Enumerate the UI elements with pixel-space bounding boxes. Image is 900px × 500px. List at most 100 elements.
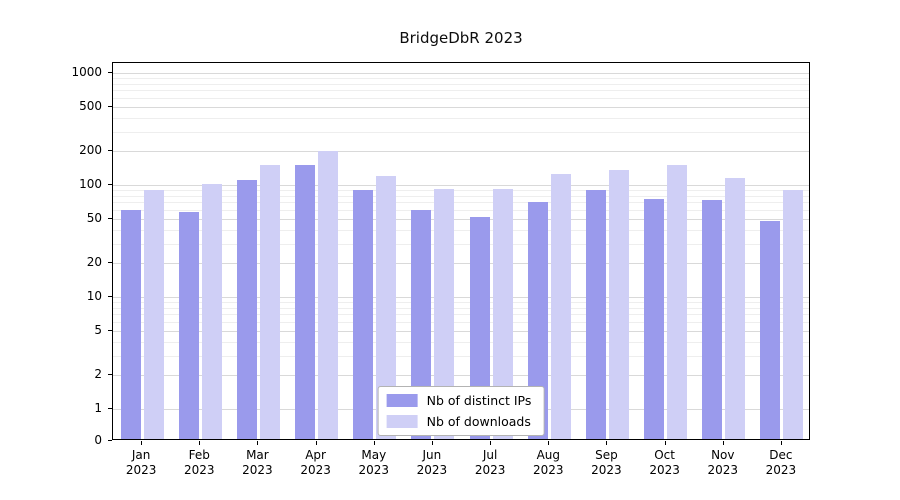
minor-gridline (113, 90, 809, 92)
bar-nb-of-distinct-ips-mar (236, 180, 257, 439)
x-tick-label: Jul 2023 (474, 448, 506, 477)
minor-gridline (113, 83, 809, 85)
minor-gridline (113, 355, 809, 357)
bar-nb-of-downloads-apr (318, 151, 339, 439)
y-tick-label: 500 (79, 98, 102, 113)
minor-gridline (113, 229, 809, 231)
x-tick-label: Feb 2023 (184, 448, 215, 477)
bar-nb-of-distinct-ips-jan (120, 209, 141, 439)
legend-swatch-distinct-ips (386, 394, 418, 407)
x-tick-mark (606, 441, 608, 445)
y-tick-mark (108, 374, 112, 376)
y-tick-label: 5 (94, 322, 102, 337)
x-tick-mark (373, 441, 375, 445)
bar-nb-of-distinct-ips-may (353, 190, 374, 439)
bar-nb-of-downloads-nov (725, 178, 746, 439)
legend-label-distinct-ips: Nb of distinct IPs (426, 393, 532, 408)
major-gridline (113, 185, 809, 186)
minor-gridline (113, 97, 809, 99)
bar-nb-of-downloads-jan (143, 190, 164, 439)
y-tick-label: 1000 (71, 65, 102, 79)
bars-layer (113, 63, 809, 439)
major-gridline (113, 375, 809, 377)
legend: Nb of distinct IPs Nb of downloads (377, 386, 545, 436)
minor-gridline (113, 131, 809, 133)
x-tick-mark (548, 441, 550, 445)
minor-gridline (113, 195, 809, 197)
x-tick-mark (722, 441, 724, 445)
minor-gridline (113, 307, 809, 309)
bar-nb-of-downloads-dec (783, 190, 804, 439)
bar-nb-of-downloads-may (376, 176, 397, 439)
y-tick-label: 50 (86, 210, 102, 225)
bar-nb-of-distinct-ips-jun (411, 209, 432, 439)
y-tick-label: 200 (79, 143, 102, 158)
legend-label-downloads: Nb of downloads (426, 414, 531, 429)
bar-nb-of-distinct-ips-apr (295, 165, 316, 439)
y-tick-label: 100 (79, 177, 102, 191)
x-tick-label: Mar 2023 (242, 448, 273, 477)
bar-nb-of-downloads-feb (201, 184, 222, 439)
minor-gridline (113, 78, 809, 80)
y-tick-label: 0 (94, 433, 102, 447)
x-tick-mark (431, 441, 433, 445)
y-tick-label: 1 (94, 401, 102, 415)
major-gridline (113, 218, 809, 220)
bar-nb-of-downloads-jun (434, 188, 455, 439)
bar-nb-of-downloads-aug (550, 174, 571, 439)
y-tick-mark (108, 440, 112, 441)
major-gridline (113, 73, 809, 74)
x-tick-label: Jan 2023 (125, 448, 157, 477)
x-tick-label: Dec 2023 (765, 448, 797, 477)
y-tick-mark (108, 296, 112, 297)
bar-nb-of-downloads-mar (259, 165, 280, 439)
x-tick-label: Nov 2023 (707, 448, 739, 477)
x-tick-mark (664, 441, 666, 445)
bar-nb-of-distinct-ips-oct (644, 199, 665, 439)
y-tick-label: 10 (86, 289, 102, 303)
bar-nb-of-downloads-jul (492, 188, 513, 439)
x-tick-mark (141, 441, 143, 445)
y-tick-mark (108, 408, 112, 409)
x-tick-label: Aug 2023 (533, 448, 564, 477)
bar-nb-of-distinct-ips-dec (760, 220, 781, 439)
x-tick-mark (257, 441, 259, 445)
minor-gridline (113, 302, 809, 304)
legend-item-downloads: Nb of downloads (386, 414, 532, 429)
x-tick-label: Jun 2023 (416, 448, 448, 477)
x-tick-label: Apr 2023 (300, 448, 331, 477)
x-tick-mark (780, 441, 782, 445)
bar-nb-of-distinct-ips-feb (178, 212, 199, 439)
major-gridline (113, 151, 809, 153)
x-tick-label: May 2023 (358, 448, 390, 477)
bar-nb-of-distinct-ips-jul (469, 216, 490, 439)
legend-swatch-downloads (386, 415, 418, 428)
bar-nb-of-downloads-sep (608, 170, 629, 439)
y-tick-mark (108, 262, 112, 264)
minor-gridline (113, 209, 809, 211)
major-gridline (113, 330, 809, 332)
y-tick-mark (108, 184, 112, 185)
legend-item-distinct-ips: Nb of distinct IPs (386, 393, 532, 408)
y-tick-mark (108, 217, 112, 219)
y-tick-mark (108, 105, 112, 107)
x-tick-mark (315, 441, 317, 445)
y-tick-mark (108, 150, 112, 152)
x-tick-mark (490, 441, 492, 445)
minor-gridline (113, 243, 809, 245)
bar-nb-of-distinct-ips-sep (585, 190, 606, 439)
y-tick-label: 20 (86, 255, 102, 270)
minor-gridline (113, 321, 809, 323)
y-tick-label: 2 (94, 367, 102, 382)
y-tick-mark (108, 72, 112, 73)
major-gridline (113, 263, 809, 265)
minor-gridline (113, 341, 809, 343)
major-gridline (113, 297, 809, 298)
bar-nb-of-downloads-oct (667, 165, 688, 439)
minor-gridline (113, 202, 809, 204)
y-tick-mark (108, 329, 112, 331)
major-gridline (113, 106, 809, 108)
x-tick-label: Sep 2023 (591, 448, 622, 477)
minor-gridline (113, 314, 809, 316)
